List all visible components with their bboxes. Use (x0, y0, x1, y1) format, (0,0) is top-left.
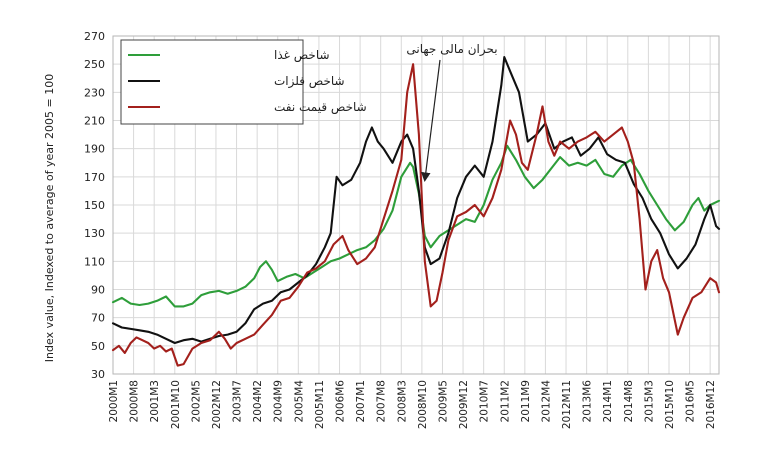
y-tick-label: 130 (84, 227, 105, 240)
x-tick-label: 2015M10 (664, 380, 676, 429)
x-tick-label: 2002M12 (211, 380, 223, 429)
y-tick-label: 210 (84, 115, 105, 128)
x-tick-label: 2011M9 (520, 380, 532, 422)
y-tick-label: 90 (91, 284, 105, 297)
x-tick-label: 2000M1 (108, 380, 120, 422)
axes: 30 50 70 90 110 130 150 170 190 210 230 250 270 2000M… (84, 30, 720, 429)
annotation: بحران مالی جهانی (406, 42, 498, 183)
series-line-2 (111, 56, 721, 345)
x-tick-label: 2001M10 (170, 380, 182, 429)
series-line-3 (111, 63, 721, 367)
x-tick-label: 2014M1 (602, 380, 614, 422)
x-tick-label: 2005M4 (293, 380, 305, 423)
y-tick-label: 150 (84, 199, 105, 212)
x-tick-label: 2003M7 (232, 380, 244, 422)
x-tick-label: 2005M11 (314, 380, 326, 429)
x-tick-label: 2016M12 (705, 380, 717, 429)
x-tick-label: 2006M6 (335, 380, 347, 423)
x-tick-label: 2002M5 (190, 380, 202, 422)
y-tick-label: 270 (84, 30, 105, 43)
y-tick-label: 50 (91, 340, 105, 353)
x-tick-label: 2004M9 (273, 380, 285, 422)
x-tick-label: 2004M2 (252, 380, 264, 422)
legend-label-2: شاخص فلزات (274, 74, 345, 89)
x-tick-label: 2009M12 (458, 380, 470, 429)
x-tick-label: 2007M1 (355, 380, 367, 422)
y-tick-label: 110 (84, 255, 105, 268)
x-tick-label: 2008M10 (417, 380, 429, 429)
x-tick-label: 2012M4 (540, 380, 552, 423)
x-tick-label: 2012M11 (561, 380, 573, 429)
x-tick-label: 2011M2 (499, 380, 511, 422)
y-tick-label: 250 (84, 58, 105, 71)
y-axis-label: Index value, Indexed to average of year … (43, 74, 56, 362)
x-tick-label: 2000M8 (129, 380, 141, 422)
x-tick-label: 2008M3 (396, 380, 408, 422)
y-tick-label: 70 (91, 312, 105, 325)
x-tick-label: 2001M3 (149, 380, 161, 422)
legend-label-1: شاخص غذا (274, 48, 330, 63)
y-tick-label: 170 (84, 171, 105, 184)
legend: شاخص غذا شاخص فلزات شاخص قیمت نفت (120, 39, 367, 125)
x-tick-label: 2007M8 (376, 380, 388, 422)
x-tick-label: 2010M7 (479, 380, 491, 422)
plot-frame (112, 35, 720, 375)
series-lines (111, 56, 721, 367)
x-tick-label: 2014M8 (623, 380, 635, 422)
x-tick-label: 2016M5 (685, 380, 697, 422)
annotation-text: بحران مالی جهانی (406, 42, 497, 57)
y-tick-label: 190 (84, 143, 105, 156)
y-tick-label: 30 (91, 368, 105, 381)
series-line-1 (111, 144, 721, 308)
annotation-arrow (421, 59, 441, 183)
legend-label-3: شاخص قیمت نفت (274, 100, 367, 115)
x-tick-label: 2015M3 (643, 380, 655, 422)
x-tick-label: 2009M5 (437, 380, 449, 422)
x-tick-label: 2013M6 (582, 380, 594, 423)
y-tick-label: 230 (84, 86, 105, 99)
